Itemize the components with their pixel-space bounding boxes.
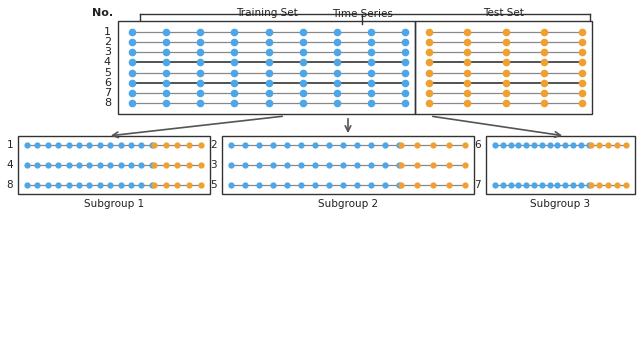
Text: 4: 4 bbox=[104, 58, 111, 67]
Text: 2: 2 bbox=[211, 140, 217, 150]
Bar bbox=[486, 136, 635, 194]
Text: 4: 4 bbox=[6, 160, 13, 170]
Text: 6: 6 bbox=[474, 140, 481, 150]
Text: Subgroup 2: Subgroup 2 bbox=[318, 199, 378, 209]
Text: 5: 5 bbox=[104, 68, 111, 77]
Text: Training Set: Training Set bbox=[236, 8, 298, 18]
Bar bbox=[18, 136, 210, 194]
Text: Time Series: Time Series bbox=[332, 9, 392, 19]
Text: 3: 3 bbox=[104, 47, 111, 57]
Text: Subgroup 3: Subgroup 3 bbox=[531, 199, 591, 209]
Text: Subgroup 1: Subgroup 1 bbox=[84, 199, 144, 209]
Text: 7: 7 bbox=[104, 88, 111, 98]
Text: 3: 3 bbox=[211, 160, 217, 170]
Text: 8: 8 bbox=[104, 98, 111, 108]
Text: 5: 5 bbox=[211, 180, 217, 190]
Text: 6: 6 bbox=[104, 78, 111, 88]
Text: Test Set: Test Set bbox=[483, 8, 524, 18]
Bar bbox=[222, 136, 474, 194]
Text: 1: 1 bbox=[6, 140, 13, 150]
Text: 8: 8 bbox=[6, 180, 13, 190]
Bar bbox=[415, 21, 592, 114]
Text: 1: 1 bbox=[104, 27, 111, 37]
Text: No.: No. bbox=[92, 8, 113, 18]
Bar bbox=[118, 21, 415, 114]
Text: 7: 7 bbox=[474, 180, 481, 190]
Text: 2: 2 bbox=[104, 37, 111, 47]
